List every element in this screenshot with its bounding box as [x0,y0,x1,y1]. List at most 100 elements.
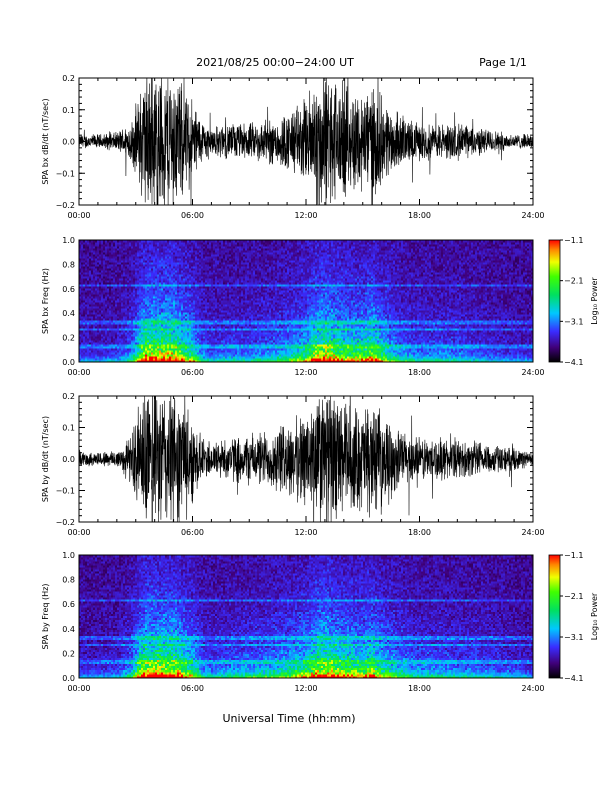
spectrogram-cell [187,320,189,322]
spectrogram-cell [193,300,195,302]
spectrogram-cell [147,328,149,330]
spectrogram-cell [147,266,149,268]
spectrogram-cell [215,288,217,290]
spectrogram-cell [129,248,131,250]
spectrogram-cell [181,356,183,358]
spectrogram-cell [157,242,159,244]
spectrogram-cell [153,278,155,280]
spectrogram-cell [133,330,135,332]
spectrogram-cell [209,308,211,310]
spectrogram-cell [115,248,117,250]
spectrogram-cell [171,338,173,340]
spectrogram-cell [155,264,157,266]
spectrogram-cell [135,296,137,298]
spectrogram-cell [105,262,107,264]
spectrogram-cell [151,254,153,256]
spectrogram-cell [135,256,137,258]
spectrogram-cell [225,258,227,260]
spectrogram-cell [121,312,123,314]
spectrogram-cell [199,252,201,254]
spectrogram-cell [217,338,219,340]
spectrogram-cell [115,268,117,270]
spectrogram-cell [117,274,119,276]
spectrogram-cell [211,314,213,316]
spectrogram-cell [165,340,167,342]
spectrogram-cell [83,328,85,330]
spectrogram-cell [231,302,233,304]
spectrogram-cell [163,320,165,322]
spectrogram-cell [179,346,181,348]
spectrogram-cell [159,308,161,310]
spectrogram-cell [89,300,91,302]
spectrogram-cell [129,274,131,276]
spectrogram-cell [187,270,189,272]
spectrogram-cell [217,270,219,272]
spectrogram-cell [123,328,125,330]
spectrogram-cell [95,340,97,342]
spectrogram-cell [183,348,185,350]
spectrogram-cell [103,348,105,350]
spectrogram-cell [119,346,121,348]
spectrogram-cell [191,336,193,338]
spectrogram-cell [193,276,195,278]
spectrogram-cell [83,252,85,254]
spectrogram-cell [213,358,215,360]
spectrogram-cell [211,266,213,268]
spectrogram-cell [189,250,191,252]
spectrogram-cell [211,244,213,246]
spectrogram-cell [201,302,203,304]
spectrogram-cell [193,328,195,330]
spectrogram-cell [139,338,141,340]
spectrogram-cell [177,270,179,272]
spectrogram-cell [215,310,217,312]
spectrogram-cell [173,260,175,262]
spectrogram-cell [213,246,215,248]
spectrogram-cell [97,358,99,360]
spectrogram-cell [229,266,231,268]
spectrogram-cell [163,310,165,312]
spectrogram-cell [179,318,181,320]
spectrogram-cell [193,274,195,276]
spectrogram-cell [229,278,231,280]
spectrogram-cell [93,264,95,266]
spectrogram-cell [93,250,95,252]
spectrogram-cell [121,322,123,324]
spectrogram-cell [159,312,161,314]
spectrogram-cell [231,344,233,346]
spectrogram-cell [165,282,167,284]
spectrogram-cell [89,304,91,306]
spectrogram-cell [123,306,125,308]
spectrogram-cell [193,312,195,314]
spectrogram-cell [159,298,161,300]
spectrogram-cell [225,336,227,338]
spectrogram-cell [207,256,209,258]
spectrogram-cell [229,336,231,338]
spectrogram-cell [87,252,89,254]
spectrogram-cell [153,300,155,302]
spectrogram-cell [223,320,225,322]
spectrogram-cell [221,294,223,296]
spectrogram-cell [139,250,141,252]
spectrogram-cell [183,282,185,284]
spectrogram-cell [157,332,159,334]
spectrogram-cell [201,282,203,284]
spectrogram-cell [87,292,89,294]
spectrogram-cell [99,302,101,304]
spectrogram-cell [181,280,183,282]
spectrogram-cell [87,328,89,330]
spectrogram-cell [137,274,139,276]
spectrogram-cell [95,268,97,270]
spectrogram-cell [89,270,91,272]
spectrogram-cell [161,336,163,338]
spectrogram-cell [207,340,209,342]
spectrogram-cell [131,306,133,308]
spectrogram-cell [231,288,233,290]
spectrogram-cell [143,334,145,336]
spectrogram-cell [159,268,161,270]
spectrogram-cell [131,358,133,360]
spectrogram-cell [83,286,85,288]
spectrogram-cell [129,258,131,260]
spectrogram-cell [213,344,215,346]
spectrogram-cell [213,336,215,338]
spectrogram-cell [217,346,219,348]
